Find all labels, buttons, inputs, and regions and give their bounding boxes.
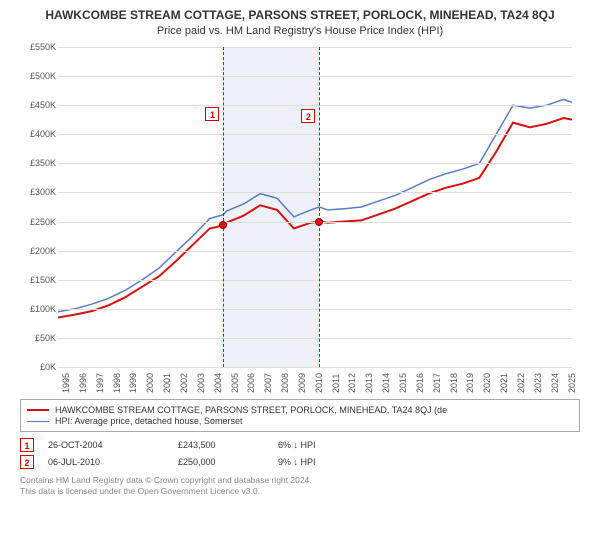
x-tick-label: 2022 (516, 373, 526, 393)
chart-container: HAWKCOMBE STREAM COTTAGE, PARSONS STREET… (0, 0, 600, 560)
x-tick-label: 1996 (78, 373, 88, 393)
x-tick-label: 2019 (465, 373, 475, 393)
gridline (58, 280, 572, 281)
y-tick-label: £150K (30, 275, 56, 285)
event-table-row: 1 26-OCT-2004£243,5006% ↓ HPI (20, 438, 580, 452)
y-tick-label: £500K (30, 71, 56, 81)
y-tick-label: £200K (30, 246, 56, 256)
price-marker (315, 218, 323, 226)
x-tick-label: 2006 (246, 373, 256, 393)
event-price: £243,500 (178, 440, 278, 450)
chart-title: HAWKCOMBE STREAM COTTAGE, PARSONS STREET… (12, 8, 588, 22)
y-axis: £0K£50K£100K£150K£200K£250K£300K£350K£40… (20, 47, 58, 367)
x-tick-label: 2025 (567, 373, 577, 393)
event-line (223, 47, 224, 367)
chart-area: £0K £50K £100K £150K £200K £250K £300K £350K £40… (20, 47, 580, 397)
gridline (58, 47, 572, 48)
legend-label: HAWKCOMBE STREAM COTTAGE, PARSONS STREET… (55, 405, 447, 415)
x-tick-label: 2000 (145, 373, 155, 393)
y-tick-label: £400K (30, 129, 56, 139)
x-tick-label: 2008 (280, 373, 290, 393)
x-tick-label: 2011 (331, 374, 341, 393)
y-tick-label: £100K (30, 304, 56, 314)
event-number-box: 2 (20, 455, 34, 469)
event-number-box: 1 (20, 438, 34, 452)
x-tick-label: 2004 (213, 373, 223, 393)
y-tick-label: £350K (30, 158, 56, 168)
gridline (58, 134, 572, 135)
gridline (58, 192, 572, 193)
gridline (58, 338, 572, 339)
plot-region: 12 (58, 47, 572, 367)
y-tick-label: £450K (30, 100, 56, 110)
price-marker (219, 221, 227, 229)
x-tick-label: 2021 (499, 373, 509, 393)
x-tick-label: 2020 (482, 373, 492, 393)
x-tick-label: 2013 (364, 373, 374, 393)
x-tick-label: 1997 (95, 373, 105, 393)
gridline (58, 163, 572, 164)
legend-swatch (27, 409, 49, 411)
x-tick-label: 1999 (128, 373, 138, 393)
x-tick-label: 2005 (230, 373, 240, 393)
event-date: 26-OCT-2004 (48, 440, 178, 450)
chart-subtitle: Price paid vs. HM Land Registry's House … (12, 25, 588, 37)
x-tick-label: 2002 (179, 373, 189, 393)
footer: Contains HM Land Registry data © Crown c… (20, 475, 580, 497)
gridline (58, 76, 572, 77)
event-date: 06-JUL-2010 (48, 457, 178, 467)
event-label-box: 1 (205, 107, 219, 121)
y-tick-label: £550K (30, 42, 56, 52)
legend-row: HAWKCOMBE STREAM COTTAGE, PARSONS STREET… (27, 405, 573, 415)
x-tick-label: 2015 (398, 373, 408, 393)
legend-label: HPI: Average price, detached house, Some… (55, 416, 242, 426)
x-tick-label: 2010 (314, 373, 324, 393)
x-tick-label: 2003 (196, 373, 206, 393)
x-tick-label: 2009 (297, 373, 307, 393)
footer-line-1: Contains HM Land Registry data © Crown c… (20, 475, 580, 486)
x-tick-label: 2014 (381, 373, 391, 393)
gridline (58, 105, 572, 106)
event-delta: 6% ↓ HPI (278, 440, 378, 450)
legend-row: HPI: Average price, detached house, Some… (27, 416, 573, 426)
legend-swatch (27, 421, 49, 422)
gridline (58, 309, 572, 310)
y-tick-label: £0K (40, 362, 56, 372)
legend: HAWKCOMBE STREAM COTTAGE, PARSONS STREET… (20, 399, 580, 432)
x-tick-label: 2024 (550, 373, 560, 393)
x-tick-label: 1995 (61, 373, 71, 393)
x-tick-label: 2012 (347, 373, 357, 393)
gridline (58, 251, 572, 252)
event-label-box: 2 (301, 109, 315, 123)
event-table-row: 2 06-JUL-2010£250,0009% ↓ HPI (20, 455, 580, 469)
x-tick-label: 1998 (112, 373, 122, 393)
x-tick-label: 2001 (162, 373, 172, 393)
event-delta: 9% ↓ HPI (278, 457, 378, 467)
x-axis: 1995 1996 1997 1998 1999 2000 2001 2002 2003 2004… (58, 367, 572, 397)
footer-line-2: This data is licensed under the Open Gov… (20, 486, 580, 497)
y-tick-label: £300K (30, 187, 56, 197)
series-line-property (58, 118, 572, 318)
x-tick-label: 2016 (415, 373, 425, 393)
y-tick-label: £250K (30, 217, 56, 227)
x-tick-label: 2007 (263, 373, 273, 393)
y-tick-label: £50K (35, 333, 56, 343)
chart-svg (58, 47, 572, 367)
event-price: £250,000 (178, 457, 278, 467)
x-tick-label: 2018 (449, 373, 459, 393)
x-tick-label: 2023 (533, 373, 543, 393)
events-table: 1 26-OCT-2004£243,5006% ↓ HPI 2 06-JUL-2010… (20, 438, 580, 469)
x-tick-label: 2017 (432, 373, 442, 393)
event-line (319, 47, 320, 367)
